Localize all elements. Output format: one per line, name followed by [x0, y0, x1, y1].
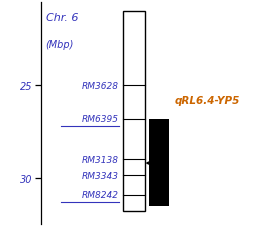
Bar [123, 12, 145, 211]
Bar [149, 119, 169, 206]
Text: RM3343: RM3343 [82, 171, 119, 180]
Text: RM3138: RM3138 [82, 155, 119, 164]
Text: RM6395: RM6395 [82, 115, 119, 123]
Text: Chr. 6: Chr. 6 [46, 12, 78, 22]
Text: RM3628: RM3628 [82, 81, 119, 90]
Polygon shape [147, 157, 162, 170]
Text: RM8242: RM8242 [82, 190, 119, 199]
Text: (Mbp): (Mbp) [46, 40, 74, 50]
Text: qRL6.4-YP5: qRL6.4-YP5 [174, 96, 240, 106]
